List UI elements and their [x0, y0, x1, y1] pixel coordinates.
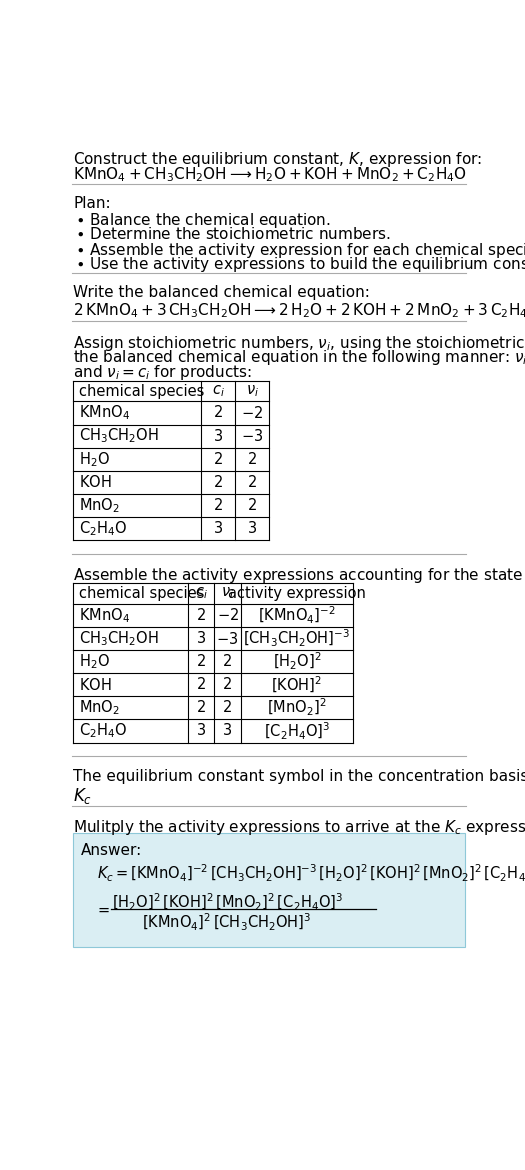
Text: $-2$: $-2$ [216, 607, 239, 624]
Text: 3: 3 [214, 521, 223, 536]
Text: $\mathrm{KMnO_4}$: $\mathrm{KMnO_4}$ [79, 606, 130, 625]
Text: 2: 2 [248, 498, 257, 512]
Text: The equilibrium constant symbol in the concentration basis is:: The equilibrium constant symbol in the c… [74, 769, 525, 784]
Text: 2: 2 [248, 452, 257, 467]
Text: $\mathrm{KOH}$: $\mathrm{KOH}$ [79, 474, 111, 490]
Text: $[\mathrm{H_2O}]^{2}\,[\mathrm{KOH}]^{2}\,[\mathrm{MnO_2}]^{2}\,[\mathrm{C_2H_4O: $[\mathrm{H_2O}]^{2}\,[\mathrm{KOH}]^{2}… [112, 892, 343, 913]
Text: $\mathrm{CH_3CH_2OH}$: $\mathrm{CH_3CH_2OH}$ [79, 629, 159, 648]
Text: 3: 3 [214, 428, 223, 443]
Text: and $\nu_i = c_i$ for products:: and $\nu_i = c_i$ for products: [74, 363, 253, 381]
Text: 2: 2 [214, 406, 223, 420]
Text: 2: 2 [196, 677, 206, 693]
Text: 2: 2 [196, 654, 206, 669]
Text: $[\mathrm{MnO_2}]^{2}$: $[\mathrm{MnO_2}]^{2}$ [267, 697, 327, 718]
Text: 2: 2 [223, 677, 232, 693]
Text: $\mathrm{MnO_2}$: $\mathrm{MnO_2}$ [79, 698, 120, 717]
Text: $[\mathrm{KOH}]^{2}$: $[\mathrm{KOH}]^{2}$ [271, 675, 322, 695]
Text: chemical species: chemical species [79, 384, 204, 399]
Text: $\mathrm{C_2H_4O}$: $\mathrm{C_2H_4O}$ [79, 519, 127, 538]
Text: $[\mathrm{H_2O}]^{2}$: $[\mathrm{H_2O}]^{2}$ [272, 652, 321, 673]
Text: 3: 3 [248, 521, 257, 536]
Text: Mulitply the activity expressions to arrive at the $K_c$ expression:: Mulitply the activity expressions to arr… [74, 818, 525, 837]
Text: $[\mathrm{CH_3CH_2OH}]^{-3}$: $[\mathrm{CH_3CH_2OH}]^{-3}$ [244, 628, 350, 649]
Text: $\mathrm{C_2H_4O}$: $\mathrm{C_2H_4O}$ [79, 722, 127, 741]
Text: $[\mathrm{C_2H_4O}]^{3}$: $[\mathrm{C_2H_4O}]^{3}$ [264, 721, 330, 742]
FancyBboxPatch shape [74, 833, 465, 948]
Text: $\mathrm{KOH}$: $\mathrm{KOH}$ [79, 676, 111, 693]
Text: $\mathrm{H_2O}$: $\mathrm{H_2O}$ [79, 653, 110, 672]
Text: $-3$: $-3$ [216, 631, 239, 647]
Text: $\mathrm{KMnO_4}$: $\mathrm{KMnO_4}$ [79, 404, 130, 422]
Text: $\mathrm{CH_3CH_2OH}$: $\mathrm{CH_3CH_2OH}$ [79, 427, 159, 446]
Text: 2: 2 [214, 475, 223, 490]
Text: 2: 2 [196, 608, 206, 622]
Text: 3: 3 [197, 723, 206, 738]
Text: 2: 2 [223, 654, 232, 669]
Text: Write the balanced chemical equation:: Write the balanced chemical equation: [74, 285, 370, 301]
Text: $c_i$: $c_i$ [212, 384, 225, 399]
Text: $\mathrm{2\,KMnO_4 + 3\,CH_3CH_2OH \longrightarrow 2\,H_2O + 2\,KOH + 2\,MnO_2 +: $\mathrm{2\,KMnO_4 + 3\,CH_3CH_2OH \long… [74, 302, 525, 321]
Text: $\mathrm{MnO_2}$: $\mathrm{MnO_2}$ [79, 496, 120, 515]
Text: Construct the equilibrium constant, $K$, expression for:: Construct the equilibrium constant, $K$,… [74, 150, 482, 168]
Text: 2: 2 [248, 475, 257, 490]
Text: $\mathrm{KMnO_4 + CH_3CH_2OH \longrightarrow H_2O + KOH + MnO_2 + C_2H_4O}$: $\mathrm{KMnO_4 + CH_3CH_2OH \longrighta… [74, 165, 467, 184]
Text: Plan:: Plan: [74, 195, 111, 211]
Text: 2: 2 [214, 498, 223, 512]
Text: 2: 2 [196, 701, 206, 715]
Text: the balanced chemical equation in the following manner: $\nu_i = -c_i$ for react: the balanced chemical equation in the fo… [74, 349, 525, 367]
Text: 3: 3 [223, 723, 232, 738]
Text: $-3$: $-3$ [242, 428, 264, 445]
Text: Assign stoichiometric numbers, $\nu_i$, using the stoichiometric coefficients, $: Assign stoichiometric numbers, $\nu_i$, … [74, 333, 525, 352]
Text: $\bullet$ Balance the chemical equation.: $\bullet$ Balance the chemical equation. [75, 212, 331, 230]
Text: activity expression: activity expression [228, 586, 366, 601]
Text: $[\mathrm{KMnO_4}]^{-2}$: $[\mathrm{KMnO_4}]^{-2}$ [258, 605, 336, 626]
Text: $K_c$: $K_c$ [74, 786, 92, 806]
Text: $=$: $=$ [95, 901, 111, 916]
Text: Assemble the activity expressions accounting for the state of matter and $\nu_i$: Assemble the activity expressions accoun… [74, 566, 525, 585]
Text: chemical species: chemical species [79, 586, 204, 601]
Text: 3: 3 [197, 631, 206, 646]
Text: $\bullet$ Assemble the activity expression for each chemical species.: $\bullet$ Assemble the activity expressi… [75, 241, 525, 260]
Text: $\mathrm{H_2O}$: $\mathrm{H_2O}$ [79, 449, 110, 468]
Text: $c_i$: $c_i$ [195, 586, 208, 601]
Text: $\nu_i$: $\nu_i$ [221, 586, 234, 601]
Text: $\bullet$ Determine the stoichiometric numbers.: $\bullet$ Determine the stoichiometric n… [75, 226, 391, 242]
Text: $\bullet$ Use the activity expressions to build the equilibrium constant express: $\bullet$ Use the activity expressions t… [75, 255, 525, 274]
Text: $-2$: $-2$ [242, 405, 264, 421]
Text: $[\mathrm{KMnO_4}]^{2}\,[\mathrm{CH_3CH_2OH}]^{3}$: $[\mathrm{KMnO_4}]^{2}\,[\mathrm{CH_3CH_… [142, 911, 311, 932]
Text: 2: 2 [223, 701, 232, 715]
Text: $\nu_i$: $\nu_i$ [246, 384, 259, 399]
Text: $K_c = [\mathrm{KMnO_4}]^{-2}\,[\mathrm{CH_3CH_2OH}]^{-3}\,[\mathrm{H_2O}]^{2}\,: $K_c = [\mathrm{KMnO_4}]^{-2}\,[\mathrm{… [97, 862, 525, 883]
Text: Answer:: Answer: [81, 842, 142, 858]
Text: 2: 2 [214, 452, 223, 467]
